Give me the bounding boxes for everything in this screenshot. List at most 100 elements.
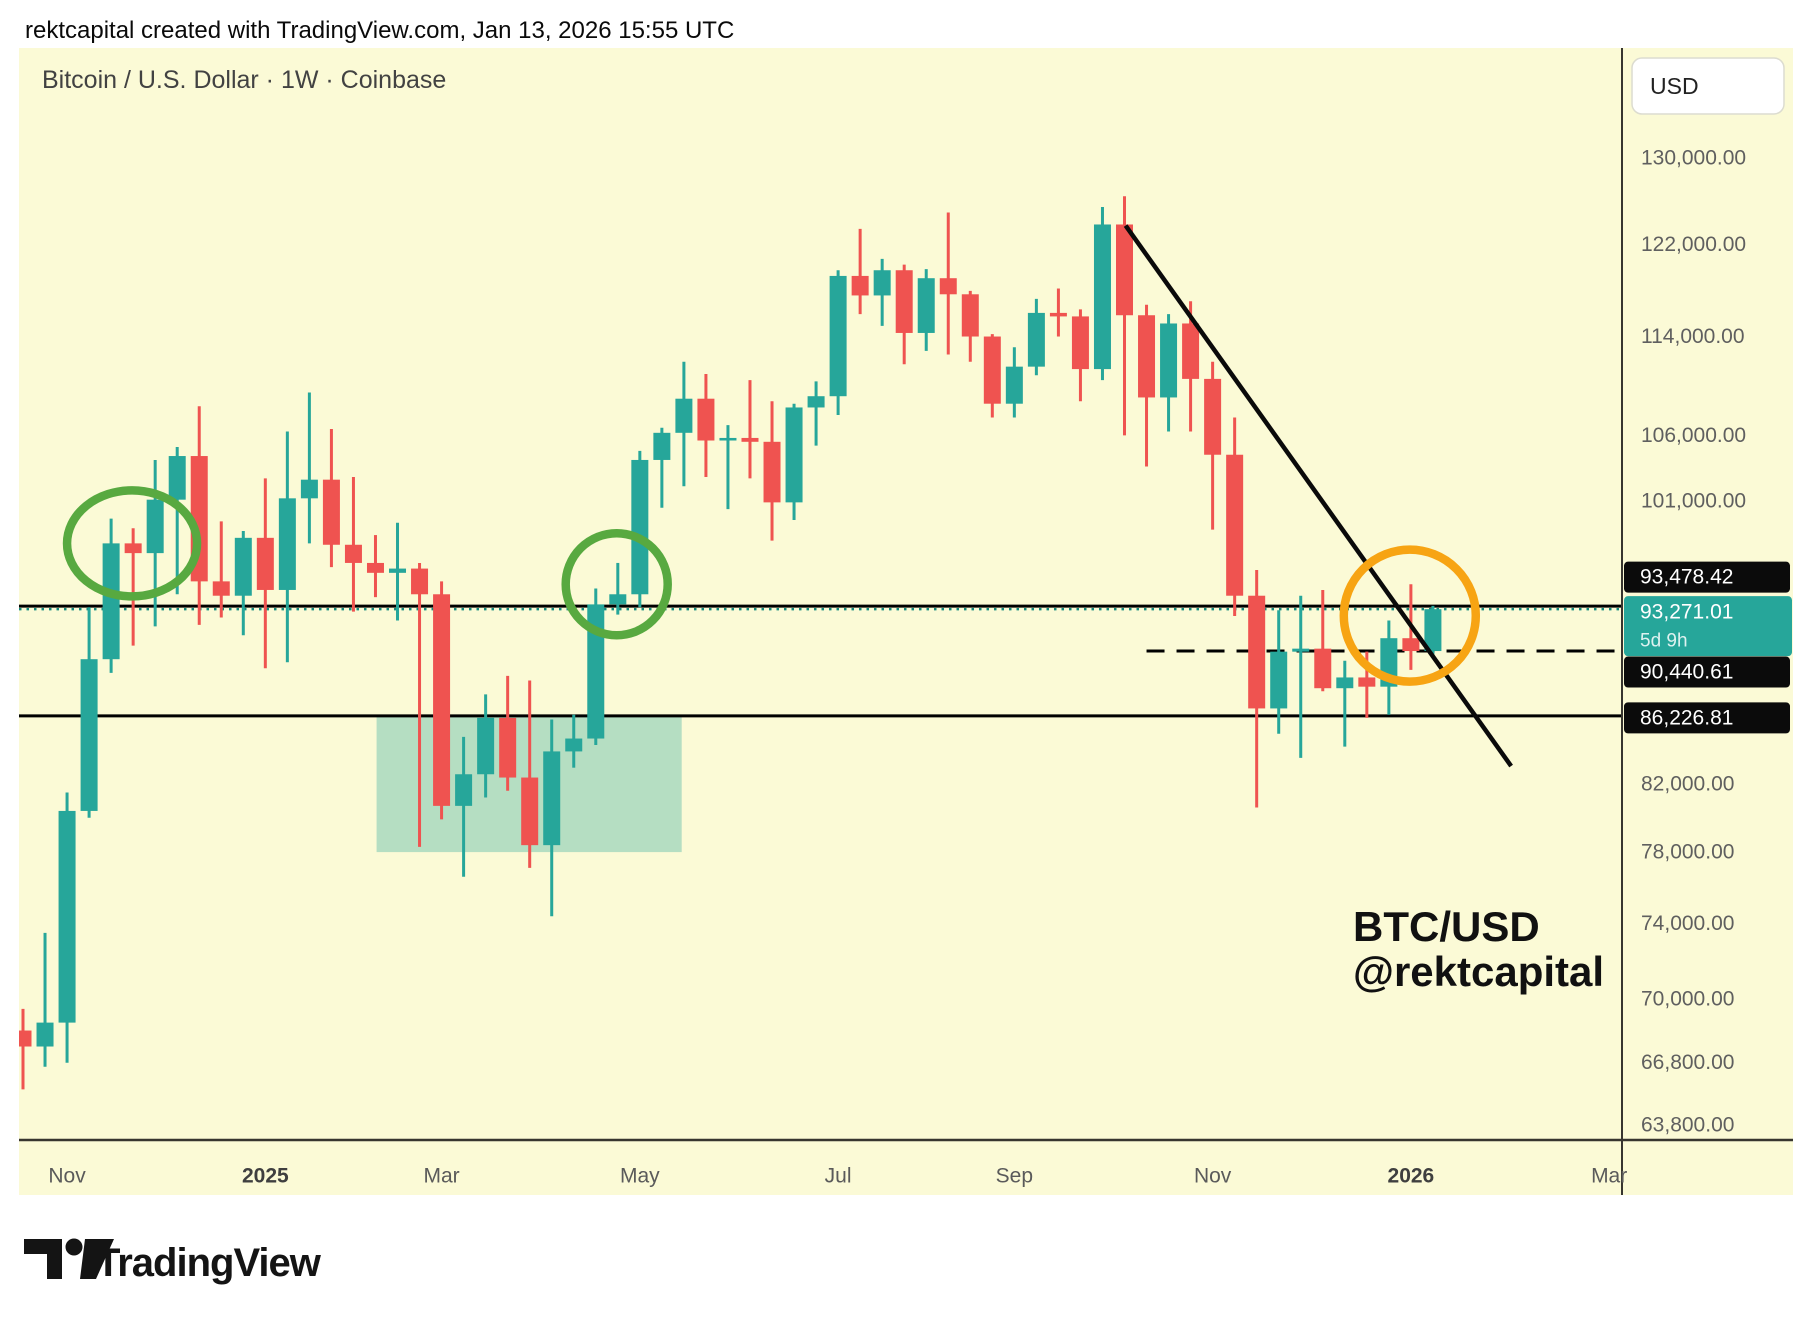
candle-body-2025-10-06 [1116,224,1133,316]
logo-mark-seven [80,1239,114,1279]
price-label-106000: 106,000.00 [1641,424,1746,447]
logo-mark-one [24,1239,62,1279]
price-badge-text: 93,478.42 [1640,566,1733,589]
candle-body-2025-10-13 [1138,315,1156,398]
watermark-line2: @rektcapital [1353,948,1604,995]
green-circle-2[interactable] [561,528,672,640]
candle-body-2025-05-19 [675,398,693,433]
candle-body-2025-04-28 [609,594,627,605]
logo-text: TradingView [96,1241,322,1285]
candle-body-2025-03-31 [521,777,539,846]
bar-countdown-text: 5d 9h [1640,631,1688,652]
time-label-2026: 2026 [1388,1165,1435,1188]
price-scale-labels: 130,000.00 122,000.00 114,000.00 106,000.00… [1641,147,1746,1137]
candle-body-2025-06-30 [807,396,825,408]
candle-body-2025-02-24 [411,568,429,595]
price-label-114000: 114,000.00 [1641,325,1745,348]
currency-button[interactable]: USD [1631,57,1785,115]
candle-body-2025-06-02 [719,437,737,441]
candle-body-2024-12-23 [212,581,230,596]
candle-body-2025-09-29 [1093,224,1111,370]
time-label-May: May [620,1165,660,1188]
candle-body-2025-01-27 [322,479,340,545]
price-label-122000: 122,000.00 [1641,233,1746,256]
candle-body-2025-11-24 [1270,651,1288,709]
candle-body-2025-02-10 [366,562,384,573]
watermark-line1: BTC/USD [1353,903,1540,950]
candle-body-2025-10-20 [1160,323,1178,398]
time-label-Sep: Sep [996,1165,1033,1188]
time-scale-area[interactable] [19,1142,1622,1195]
logo-mark-dot [65,1238,83,1256]
chart-plot-area[interactable] [19,48,1622,1140]
time-label-Nov: Nov [48,1165,86,1188]
candle-body-2025-06-16 [763,441,781,503]
symbol-title[interactable]: Bitcoin / U.S. Dollar · 1W · Coinbase [42,66,446,94]
candle-body-2025-09-15 [1049,312,1067,317]
currency-button-box[interactable] [1631,57,1785,115]
candle-body-2024-12-09 [168,456,186,500]
price-badge-box [1624,561,1790,593]
candle-body-2024-12-02 [146,499,164,554]
candle-body-2025-09-08 [1027,312,1045,367]
candle-body-2025-07-14 [851,275,869,296]
time-label-Nov: Nov [1194,1165,1232,1188]
candle-body-2025-11-10 [1226,454,1244,596]
tradingview-logo[interactable]: TradingView [24,1238,323,1286]
currency-button-label: USD [1650,73,1699,99]
price-label-66800: 66,800.00 [1641,1051,1734,1074]
price-label-82000: 82,000.00 [1641,773,1734,796]
price-label-74000: 74,000.00 [1641,912,1734,935]
time-label-2025: 2025 [242,1165,289,1188]
candle-body-2025-12-01 [1292,648,1310,652]
candle-body-2025-01-06 [256,537,274,590]
candle-body-2025-09-01 [1005,366,1023,404]
price-label-63800: 63,800.00 [1641,1114,1734,1137]
candle-body-2024-12-30 [234,537,252,596]
candle-body-2025-03-24 [499,717,517,778]
candle-body-2024-11-11 [80,659,98,811]
candle-body-2025-06-23 [785,407,803,503]
circle-annotations-layer [62,486,1481,686]
candle-body-2025-03-10 [455,774,473,806]
candle-body-2025-07-28 [895,270,913,333]
candle-body-2025-12-15 [1336,677,1354,689]
candle-body-2025-08-11 [939,278,957,295]
candle-body-2026-01-05 [1402,638,1420,652]
candle-body-2025-03-03 [433,594,451,806]
candle-body-2025-08-18 [961,294,979,337]
candle-body-2024-11-04 [58,810,76,1023]
price-badge-text: 90,440.61 [1640,661,1733,684]
price-badge-90440.61: 90,440.61 [1624,656,1790,688]
time-label-Jul: Jul [825,1165,852,1188]
trendline-layer [1123,224,1513,768]
candle-body-2025-08-04 [917,278,935,333]
last-price-text: 93,271.01 [1640,601,1733,624]
descending-trendline[interactable] [1123,224,1513,768]
price-badge-93271.01: 93,271.01 5d 9h [1624,596,1792,657]
candle-body-2025-07-07 [829,275,847,397]
candle-body-2026-01-12 [1424,609,1442,652]
candle-body-2025-11-17 [1248,595,1266,709]
price-badges: 93,478.42 93,271.01 5d 9h 90,440.61 86,226.8… [1624,561,1792,734]
candle-body-2025-08-25 [983,336,1001,404]
candle-body-2025-05-05 [631,459,649,595]
green-circle-1[interactable] [62,486,202,601]
candle-body-2025-02-03 [344,544,362,563]
candle-body-2025-01-13 [278,498,296,590]
price-badge-text: 86,226.81 [1640,706,1733,729]
candle-body-2024-11-18 [102,543,120,660]
price-badge-86226.81: 86,226.81 [1624,702,1790,734]
candle-body-2024-10-28 [36,1022,54,1047]
candle-body-2024-10-21 [19,1030,32,1047]
candle-body-2025-01-20 [300,479,318,499]
candle-body-2025-03-17 [477,717,495,775]
price-scale-area[interactable] [1622,120,1793,1140]
candle-body-2025-02-17 [389,568,407,573]
time-scale-labels: Nov 2025 Mar May Jul Sep Nov 2026 Mar [48,1165,1627,1188]
price-badge-93478.42: 93,478.42 [1624,561,1790,593]
orange-circle[interactable] [1339,545,1481,686]
candle-body-2025-05-26 [697,398,715,441]
candle-body-2025-05-12 [653,432,671,460]
